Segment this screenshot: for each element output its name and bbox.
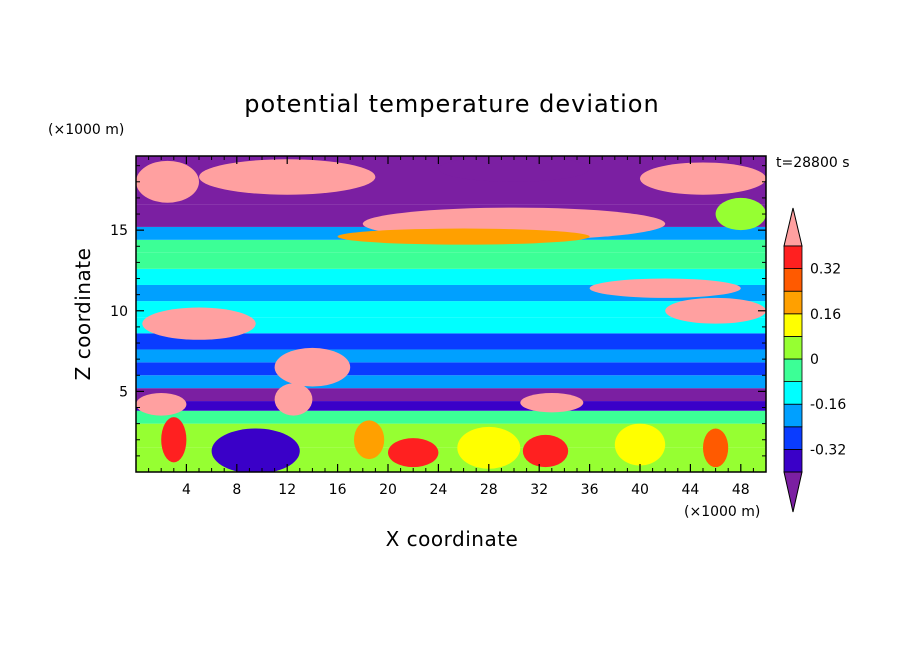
colorbar-label-2: 0 xyxy=(810,352,819,368)
contour-band-6 xyxy=(136,362,766,376)
contour-region-13 xyxy=(520,393,584,413)
x-tick-label-24: 24 xyxy=(429,482,447,498)
x-axis: 4 8 12 16 20 24 28 32 36 40 44 48 xyxy=(148,156,754,498)
y-tick-label-5: 5 xyxy=(119,384,128,400)
x-tick-label-20: 20 xyxy=(379,482,397,498)
contour-band-12 xyxy=(136,268,766,285)
x-tick-label-40: 40 xyxy=(631,482,649,498)
contour-region-5 xyxy=(640,162,766,195)
colorbar-label-4: -0.32 xyxy=(810,442,846,458)
colorbar-segment-2 xyxy=(783,403,803,428)
colorbar-segment-5 xyxy=(783,335,803,360)
contour-band-9 xyxy=(136,317,766,334)
contour-region-6 xyxy=(715,197,766,231)
contour-region-12 xyxy=(136,393,187,416)
contour-band-14 xyxy=(136,239,766,253)
colorbar-segment-7 xyxy=(783,290,803,315)
contour-region-14 xyxy=(211,428,300,472)
y-tick-label-15: 15 xyxy=(110,223,128,239)
colorbar-top-arrow xyxy=(783,207,803,247)
contour-region-9 xyxy=(142,307,256,340)
colorbar: 0.32 0.16 0 -0.16 -0.32 xyxy=(783,207,846,513)
contour-region-8 xyxy=(665,297,766,324)
contour-region-10 xyxy=(274,347,351,387)
contour-region-16 xyxy=(388,438,439,468)
contour-region-18 xyxy=(353,420,385,460)
time-label: t=28800 s xyxy=(776,155,850,171)
colorbar-segment-1 xyxy=(783,426,803,450)
contour-region-4 xyxy=(337,228,590,245)
contour-region-7 xyxy=(589,278,741,298)
colorbar-segment-6 xyxy=(783,313,803,337)
contour-band-7 xyxy=(136,349,766,363)
colorbar-segment-8 xyxy=(783,268,803,292)
contour-band-2 xyxy=(136,410,766,424)
contour-band-8 xyxy=(136,333,766,350)
contour-region-20 xyxy=(457,426,521,469)
colorbar-label-3: -0.16 xyxy=(810,397,846,413)
x-tick-label-48: 48 xyxy=(732,482,750,498)
x-tick-label-32: 32 xyxy=(530,482,548,498)
y-unit-label: (×1000 m) xyxy=(48,122,124,138)
y-axis-title: Z coordinate xyxy=(71,248,95,381)
contour-band-4 xyxy=(136,388,766,402)
colorbar-segment-9 xyxy=(783,245,803,270)
x-tick-label-12: 12 xyxy=(278,482,296,498)
colorbar-segment-4 xyxy=(783,358,803,383)
x-tick-label-8: 8 xyxy=(232,482,241,498)
x-tick-label-36: 36 xyxy=(581,482,599,498)
contour-region-15 xyxy=(161,417,187,463)
x-unit-label: (×1000 m) xyxy=(684,504,760,520)
contour-region-0 xyxy=(136,160,199,203)
colorbar-segment-3 xyxy=(783,381,803,405)
contour-band-13 xyxy=(136,252,766,269)
contour-region-11 xyxy=(274,383,313,416)
colorbar-bottom-arrow xyxy=(783,471,803,513)
x-axis-title: X coordinate xyxy=(386,527,519,551)
contour-region-19 xyxy=(703,428,729,468)
x-tick-label-28: 28 xyxy=(480,482,498,498)
x-tick-label-44: 44 xyxy=(681,482,699,498)
contour-region-1 xyxy=(199,159,376,195)
colorbar-label-1: 0.16 xyxy=(810,307,841,323)
contour-region-21 xyxy=(614,423,666,466)
x-tick-label-4: 4 xyxy=(182,482,191,498)
contour-band-3 xyxy=(136,401,766,411)
chart-title: potential temperature deviation xyxy=(244,90,659,118)
contour-region-2 xyxy=(438,156,590,182)
y-tick-label-10: 10 xyxy=(110,304,128,320)
y-axis: 5 10 15 xyxy=(110,165,766,457)
colorbar-label-0: 0.32 xyxy=(810,262,841,278)
contour-field xyxy=(136,156,766,472)
contour-band-5 xyxy=(136,375,766,389)
x-tick-label-16: 16 xyxy=(329,482,347,498)
contour-band-10 xyxy=(136,301,766,318)
colorbar-segment-0 xyxy=(783,448,803,473)
contour-region-17 xyxy=(522,434,569,468)
